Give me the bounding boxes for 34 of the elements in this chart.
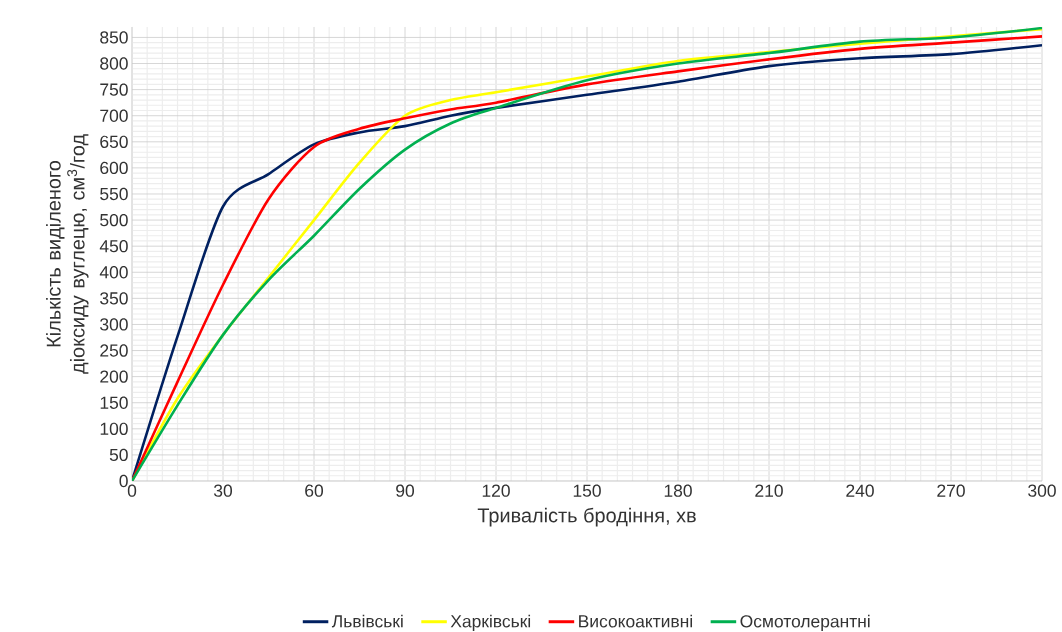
legend-label: Львівські (331, 614, 403, 628)
y-tick-label: 350 (100, 292, 128, 305)
x-tick-label: 300 (1028, 484, 1056, 497)
x-tick-label: 60 (305, 484, 324, 497)
y-tick-label: 850 (100, 31, 128, 44)
x-tick-label: 0 (127, 484, 137, 497)
x-axis-title: Тривалість бродіння, хв (477, 507, 696, 527)
y-tick-label: 500 (100, 213, 128, 227)
y-tick-label: 0 (119, 474, 128, 488)
y-tick-label: 150 (100, 396, 128, 409)
legend-label: Харківські (450, 614, 531, 631)
x-tick-label: 120 (482, 484, 510, 497)
y-tick-label: 750 (100, 83, 128, 96)
x-tick-label: 270 (937, 484, 965, 497)
x-tick-label: 240 (846, 484, 874, 497)
y-tick-label: 800 (100, 57, 128, 70)
x-tick-label: 180 (664, 484, 692, 497)
y-tick-label: 400 (99, 266, 128, 279)
y-tick-label: 450 (99, 239, 128, 253)
y-tick-label: 200 (100, 370, 128, 383)
x-tick-label: 150 (573, 484, 601, 497)
legend-label: Високоактивні (579, 614, 693, 628)
x-tick-label: 210 (755, 484, 783, 497)
y-tick-label: 50 (109, 448, 128, 462)
y-tick-label: 250 (100, 344, 128, 357)
x-tick-label: 90 (396, 484, 415, 497)
x-tick-label: 30 (213, 484, 233, 497)
y-tick-label: 600 (100, 161, 128, 175)
y-tick-label: 100 (100, 422, 128, 435)
legend-label: Осмотолерантні (740, 614, 870, 631)
y-tick-label: 650 (100, 135, 128, 148)
y-tick-label: 550 (100, 187, 128, 201)
y-tick-label: 700 (100, 109, 128, 122)
y-tick-label: 300 (100, 318, 128, 331)
